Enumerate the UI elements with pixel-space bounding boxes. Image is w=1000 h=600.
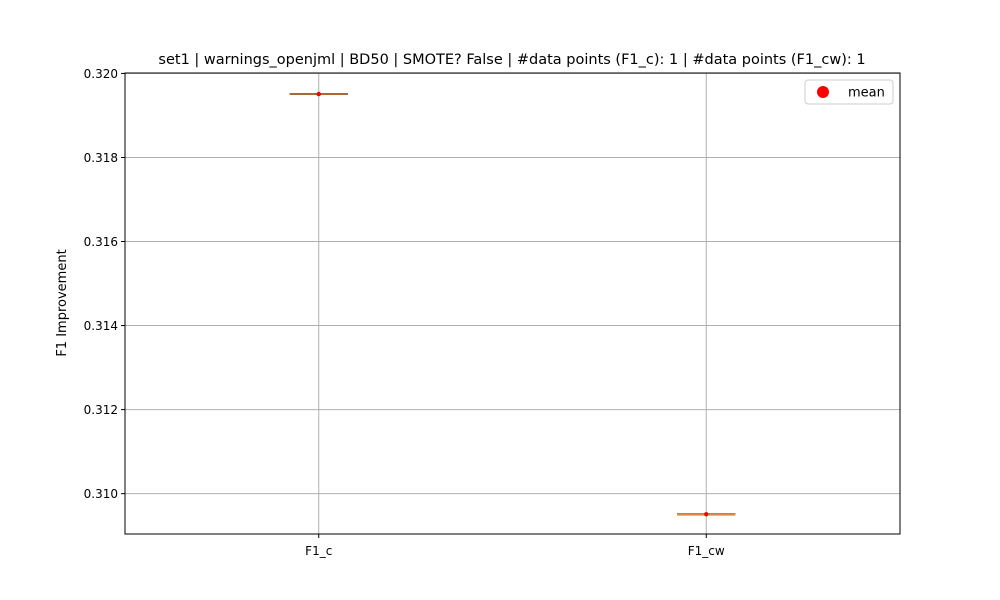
- y-tick-label: 0.320: [84, 67, 118, 81]
- axis-ticks: 0.310 0.312 0.314 0.316 0.318 0.320 F1_c F1_cw: [84, 67, 725, 558]
- plot-area-frame: [124, 72, 901, 535]
- y-tick-label: 0.318: [84, 151, 118, 165]
- mean-marker: [316, 91, 321, 97]
- mean-marker: [704, 512, 709, 517]
- y-tick-label: 0.310: [84, 487, 118, 501]
- y-tick-label: 0.316: [84, 235, 118, 249]
- y-axis-label: F1 Improvement: [55, 249, 70, 356]
- y-tick-label: 0.314: [84, 319, 118, 333]
- legend-mean-marker: [817, 86, 829, 98]
- x-tick-label: F1_c: [305, 544, 332, 558]
- chart-title: set1 | warnings_openjml | BD50 | SMOTE? …: [158, 52, 865, 68]
- box-plot-marks: [289, 91, 736, 517]
- legend-mean-label: mean: [848, 86, 885, 101]
- legend: mean: [804, 79, 894, 105]
- legend-box: [804, 79, 894, 105]
- y-tick-label: 0.312: [84, 403, 118, 417]
- x-tick-label: F1_cw: [688, 544, 725, 558]
